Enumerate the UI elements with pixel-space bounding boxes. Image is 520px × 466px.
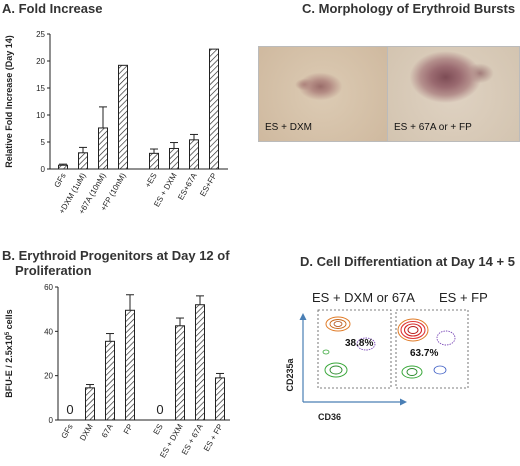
y-axis-label: BFU-E / 2.5x105 cells xyxy=(4,309,14,397)
bar xyxy=(78,152,88,170)
y-tick-label: 20 xyxy=(44,372,53,381)
y-axis-label-superscript: 5 xyxy=(5,331,11,335)
bar xyxy=(175,325,185,421)
flow-right-contours xyxy=(397,318,456,379)
flow-x-axis-label: CD36 xyxy=(318,412,341,422)
panel-a-title: A. Fold Increase xyxy=(2,1,103,16)
y-tick-label: 0 xyxy=(49,416,54,425)
flow-left-frame xyxy=(317,309,392,389)
flow-right-title: ES + FP xyxy=(439,290,488,305)
x-tick-label: FP xyxy=(122,423,135,436)
panel-d-title: D. Cell Differentiation at Day 14 + 5 xyxy=(300,254,515,269)
bar xyxy=(98,127,108,170)
flow-left-percent: 38.8% xyxy=(345,338,373,349)
y-tick-label: 40 xyxy=(44,327,53,336)
y-tick-label: 25 xyxy=(36,30,45,39)
x-tick-label: ES+67A xyxy=(176,171,199,202)
x-tick-label: GFs xyxy=(59,423,74,441)
y-tick-label: 5 xyxy=(41,138,46,147)
panel-b-title-line2: Proliferation xyxy=(15,263,92,278)
x-tick-label: GFs xyxy=(52,172,67,190)
zero-value-label: 0 xyxy=(66,402,73,417)
bar xyxy=(209,48,219,170)
panel-b-title-line1: B. Erythroid Progenitors at Day 12 of xyxy=(2,248,230,263)
x-tick-label: ES + FP xyxy=(202,423,225,453)
x-tick-label: ES xyxy=(152,423,165,437)
x-tick-label: 67A xyxy=(100,422,115,439)
bar xyxy=(195,304,205,421)
flow-right-frame xyxy=(395,309,469,389)
morphology-label-67a-fp: ES + 67A or + FP xyxy=(394,122,472,133)
x-tick-label: DXM xyxy=(78,422,95,442)
bar xyxy=(58,164,68,170)
bar xyxy=(105,340,115,421)
bar xyxy=(149,152,159,170)
x-tick-label: ES+FP xyxy=(198,172,219,199)
bar xyxy=(169,147,179,170)
zero-value-label: 0 xyxy=(156,402,163,417)
bar xyxy=(189,139,199,170)
y-tick-label: 10 xyxy=(36,111,45,120)
flow-left-contours xyxy=(322,316,376,378)
x-tick-label: +ES xyxy=(143,172,158,190)
y-tick-label: 0 xyxy=(41,165,46,174)
morphology-photo-dxm: ES + DXM xyxy=(258,46,388,142)
y-axis-label-tail: cells xyxy=(4,309,14,332)
flow-right-percent: 63.7% xyxy=(410,348,438,359)
bar xyxy=(118,64,128,170)
bar xyxy=(85,387,95,421)
morphology-label-dxm: ES + DXM xyxy=(265,122,312,133)
panel-c-title: C. Morphology of Erythroid Bursts xyxy=(302,1,516,16)
bar xyxy=(215,377,225,421)
morphology-photo-67a-fp: ES + 67A or + FP xyxy=(387,46,520,142)
y-tick-label: 60 xyxy=(44,283,53,292)
y-axis-label: Relative Fold Increase (Day 14) xyxy=(4,35,14,168)
flow-left-title: ES + DXM or 67A xyxy=(312,290,415,305)
bar xyxy=(125,309,135,421)
y-tick-label: 15 xyxy=(36,84,45,93)
y-tick-label: 20 xyxy=(36,57,45,66)
